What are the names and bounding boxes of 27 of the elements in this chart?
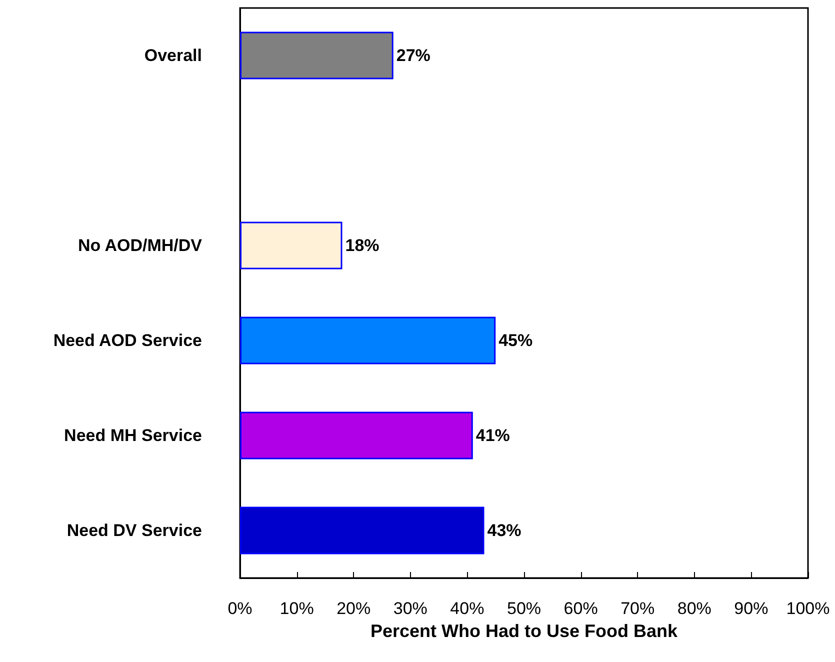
x-tick-label: 70% bbox=[620, 599, 655, 618]
bar bbox=[240, 32, 394, 80]
x-tick-label: 80% bbox=[677, 599, 712, 618]
y-tick-label: Need AOD Service bbox=[53, 331, 202, 350]
x-tick-label: 50% bbox=[506, 599, 542, 618]
bar bbox=[240, 506, 484, 554]
data-label: 27% bbox=[396, 46, 430, 65]
bar bbox=[240, 412, 473, 460]
y-tick-label: No AOD/MH/DV bbox=[78, 236, 203, 255]
bar bbox=[240, 222, 342, 270]
x-tick-label: 0% bbox=[228, 599, 252, 618]
bar bbox=[240, 316, 496, 364]
y-tick-label: Overall bbox=[144, 46, 202, 65]
data-label: 18% bbox=[345, 236, 380, 255]
data-label: 41% bbox=[476, 426, 510, 445]
x-tick-label: 10% bbox=[280, 599, 314, 618]
x-tick-label: 90% bbox=[734, 599, 768, 618]
y-tick-label: Need MH Service bbox=[64, 426, 202, 445]
x-tick-label: 40% bbox=[450, 599, 484, 618]
data-label: 45% bbox=[498, 331, 533, 350]
x-tick-label: 30% bbox=[393, 599, 428, 618]
x-tick-label: 60% bbox=[564, 599, 598, 618]
y-tick-label: Need DV Service bbox=[66, 521, 202, 540]
x-tick-label: 20% bbox=[336, 599, 371, 618]
data-label: 43% bbox=[487, 521, 522, 540]
x-axis-title: Percent Who Had to Use Food Bank bbox=[370, 620, 678, 641]
x-tick-label: 100% bbox=[786, 599, 830, 618]
